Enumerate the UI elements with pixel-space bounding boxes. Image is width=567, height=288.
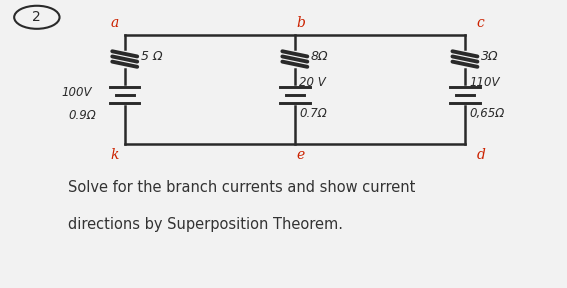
Text: 2: 2 <box>32 10 41 24</box>
Text: directions by Superposition Theorem.: directions by Superposition Theorem. <box>68 217 343 232</box>
Text: 100V: 100V <box>61 86 92 99</box>
Text: 0,65Ω: 0,65Ω <box>469 107 505 120</box>
Text: 20 V: 20 V <box>299 76 326 89</box>
Text: 8Ω: 8Ω <box>311 50 328 63</box>
Text: k: k <box>111 148 119 162</box>
Text: 0.9Ω: 0.9Ω <box>69 109 96 122</box>
Text: 5 Ω: 5 Ω <box>141 50 162 63</box>
Text: b: b <box>296 16 305 30</box>
Text: 110V: 110V <box>469 76 500 89</box>
Text: d: d <box>476 148 485 162</box>
Text: e: e <box>297 148 304 162</box>
Text: 3Ω: 3Ω <box>481 50 498 63</box>
Text: a: a <box>111 16 119 30</box>
Text: 0.7Ω: 0.7Ω <box>299 107 327 120</box>
Text: Solve for the branch currents and show current: Solve for the branch currents and show c… <box>68 180 416 195</box>
Text: c: c <box>476 16 484 30</box>
